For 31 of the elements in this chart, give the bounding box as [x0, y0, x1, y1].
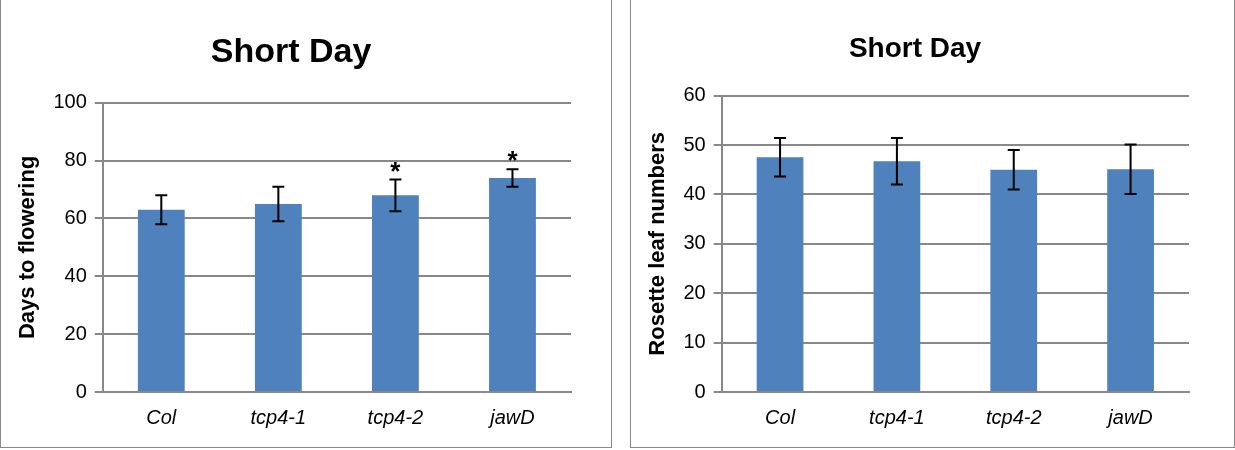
- y-tick-label: 50: [683, 132, 706, 155]
- y-tick-label: 0: [694, 379, 706, 402]
- y-tick-label: 30: [683, 231, 706, 254]
- y-tick-label: 20: [64, 321, 87, 344]
- x-tick-label: jawD: [1105, 405, 1153, 428]
- y-tick-label: 60: [683, 83, 706, 106]
- chart-title: Short Day: [848, 31, 982, 63]
- x-tick-label: Col: [765, 405, 796, 428]
- x-tick-label: tcp4-1: [869, 405, 925, 428]
- x-tick-label: jawD: [487, 405, 535, 428]
- x-tick-label: tcp4-2: [367, 405, 424, 428]
- chart-title: Short Day: [210, 30, 372, 69]
- bar: [756, 157, 804, 391]
- x-tick-label: tcp4-1: [250, 405, 307, 428]
- y-axis-title: Days to flowering: [14, 155, 40, 340]
- y-tick-label: 20: [683, 280, 706, 303]
- annotation: *: [507, 145, 519, 176]
- y-tick-label: 100: [53, 90, 87, 113]
- x-tick-label: Col: [146, 405, 177, 428]
- y-tick-label: 0: [75, 379, 87, 402]
- x-tick-label: tcp4-2: [985, 405, 1042, 428]
- bar: [1107, 169, 1154, 391]
- y-tick-label: 10: [683, 330, 706, 353]
- y-tick-label: 40: [64, 263, 87, 286]
- annotation: *: [390, 155, 402, 186]
- y-axis-title: Rosette leaf numbers: [644, 131, 670, 356]
- bar: [990, 169, 1038, 391]
- y-tick-label: 40: [683, 181, 706, 204]
- bar: [873, 161, 921, 391]
- y-tick-label: 60: [64, 206, 87, 228]
- y-tick-label: 80: [64, 148, 87, 171]
